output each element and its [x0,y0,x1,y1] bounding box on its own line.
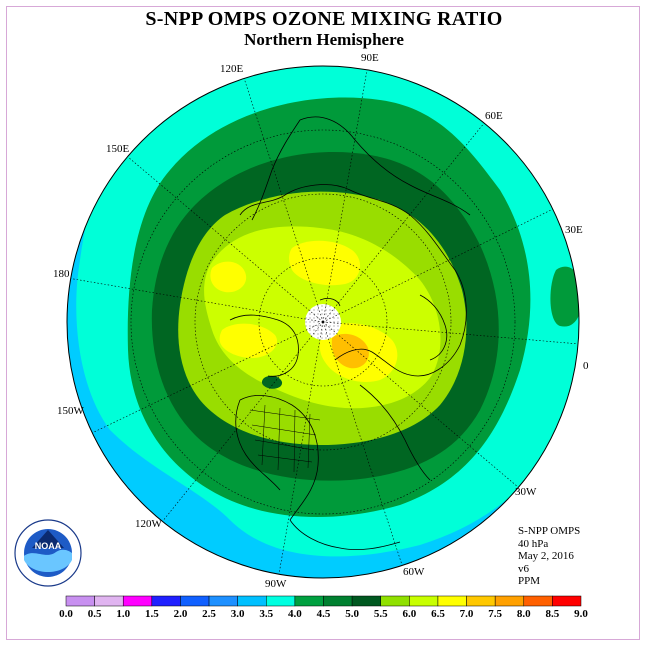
lon-label-120e: 120E [220,63,244,75]
colorbar-tick-label: 6.5 [431,608,445,620]
colorbar-segment [266,595,296,607]
contour-4.0-4.5-east [550,266,579,327]
noaa-logo-text: NOAA [35,541,62,551]
page-title: S-NPP OMPS OZONE MIXING RATIO [145,8,503,30]
lon-label-150w: 150W [57,405,84,417]
colorbar-segment [437,595,467,607]
colorbar-tick-label: 8.0 [516,608,531,620]
info-date: May 2, 2016 [518,550,574,562]
colorbar-tick-label: 5.5 [373,608,388,620]
colorbar-segment [180,595,210,607]
colorbar-segment [552,595,582,607]
colorbar-segment [494,595,525,607]
colorbar-tick-label: 2.5 [202,608,216,620]
graticule [67,69,579,575]
colorbar-tick-label: 1.0 [116,608,131,620]
colorbar-segment [351,595,381,607]
colorbar-tick-label: 1.5 [144,608,159,620]
info-version: v6 [518,562,529,575]
lon-label-30w: 30W [515,486,537,498]
lon-label-180: 180 [53,268,70,280]
colorbar-tick-label: 9.0 [574,608,588,620]
lon-label-90w: 90W [265,578,287,590]
contour-6.0-6.5 [210,261,247,293]
colorbar-tick-label: 4.0 [288,608,302,620]
lon-label-60w: 60W [403,566,425,578]
colorbar-tick-label: 6.0 [402,608,417,620]
lon-label-150e: 150E [106,143,130,155]
info-instrument: S-NPP OMPS [518,525,581,537]
contour-6.0-6.5 [219,323,278,358]
colorbar-segment [208,595,238,607]
colorbar-tick-label: 0.5 [87,608,102,620]
colorbar-segment [94,595,124,607]
colorbar-tick-label: 7.0 [459,608,474,620]
colorbar-segment [65,595,95,607]
colorbar-tick-label: 2.0 [173,608,188,620]
colorbar-segment [466,595,496,607]
colorbar-segment [380,595,410,607]
lon-label-30e: 30E [565,224,583,236]
colorbar-segment [294,595,324,607]
lon-label-0: 0 [583,360,589,372]
colorbar-segment [151,595,181,607]
colorbar-tick-label: 3.0 [230,608,245,620]
colorbar-segment [523,595,553,607]
lon-label-60e: 60E [485,110,503,122]
hemisphere-boundary [66,65,580,579]
info-units: PPM [518,575,541,587]
info-block: S-NPP OMPS 40 hPa May 2, 2016 v6 PPM [518,525,580,588]
colorbar-segment [323,595,353,607]
colorbar-tick-label: 0.0 [59,608,73,620]
info-level: 40 hPa [518,537,549,550]
colorbar-tick-label: 8.5 [545,608,560,620]
noaa-logo: NOAA [14,519,82,587]
colorbar-segment [237,595,267,607]
lon-label-90e: 90E [361,52,379,64]
colorbar-tick-label: 5.0 [345,608,359,620]
lon-label-120w: 120W [135,518,162,530]
contour-4.5-5.0-island [261,375,283,389]
colorbar [65,595,582,607]
colorbar-tick-label: 7.5 [488,608,503,620]
colorbar-segment [122,595,153,607]
colorbar-segment [409,595,439,607]
contour-6.0-6.5 [289,240,361,286]
colorbar-tick-label: 4.5 [316,608,331,620]
page-subtitle: Northern Hemisphere [244,30,404,49]
colorbar-tick-label: 3.5 [259,608,274,620]
